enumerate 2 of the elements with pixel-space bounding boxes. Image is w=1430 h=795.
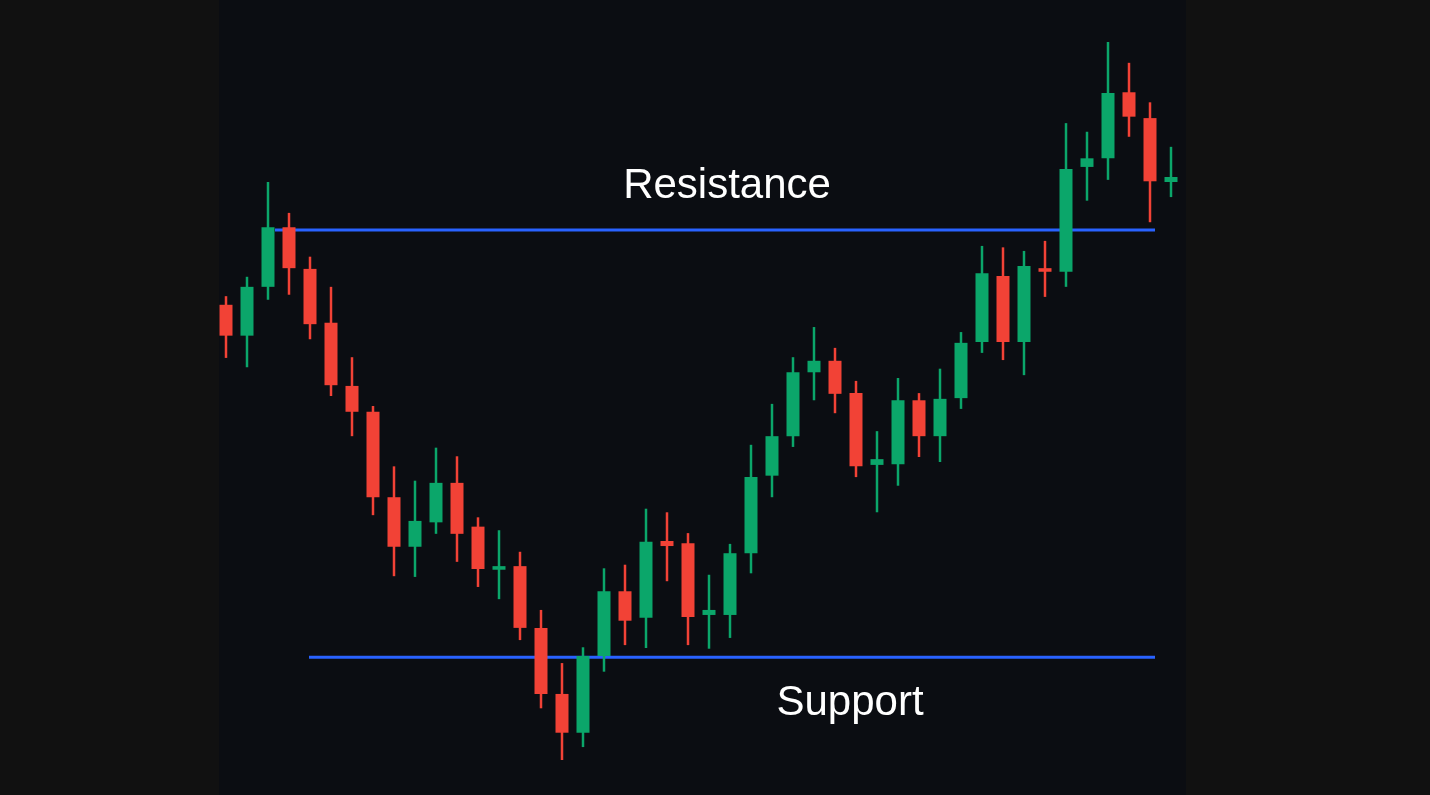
ref-line-label: Resistance: [623, 160, 831, 208]
ref-line-label: Support: [776, 677, 924, 725]
